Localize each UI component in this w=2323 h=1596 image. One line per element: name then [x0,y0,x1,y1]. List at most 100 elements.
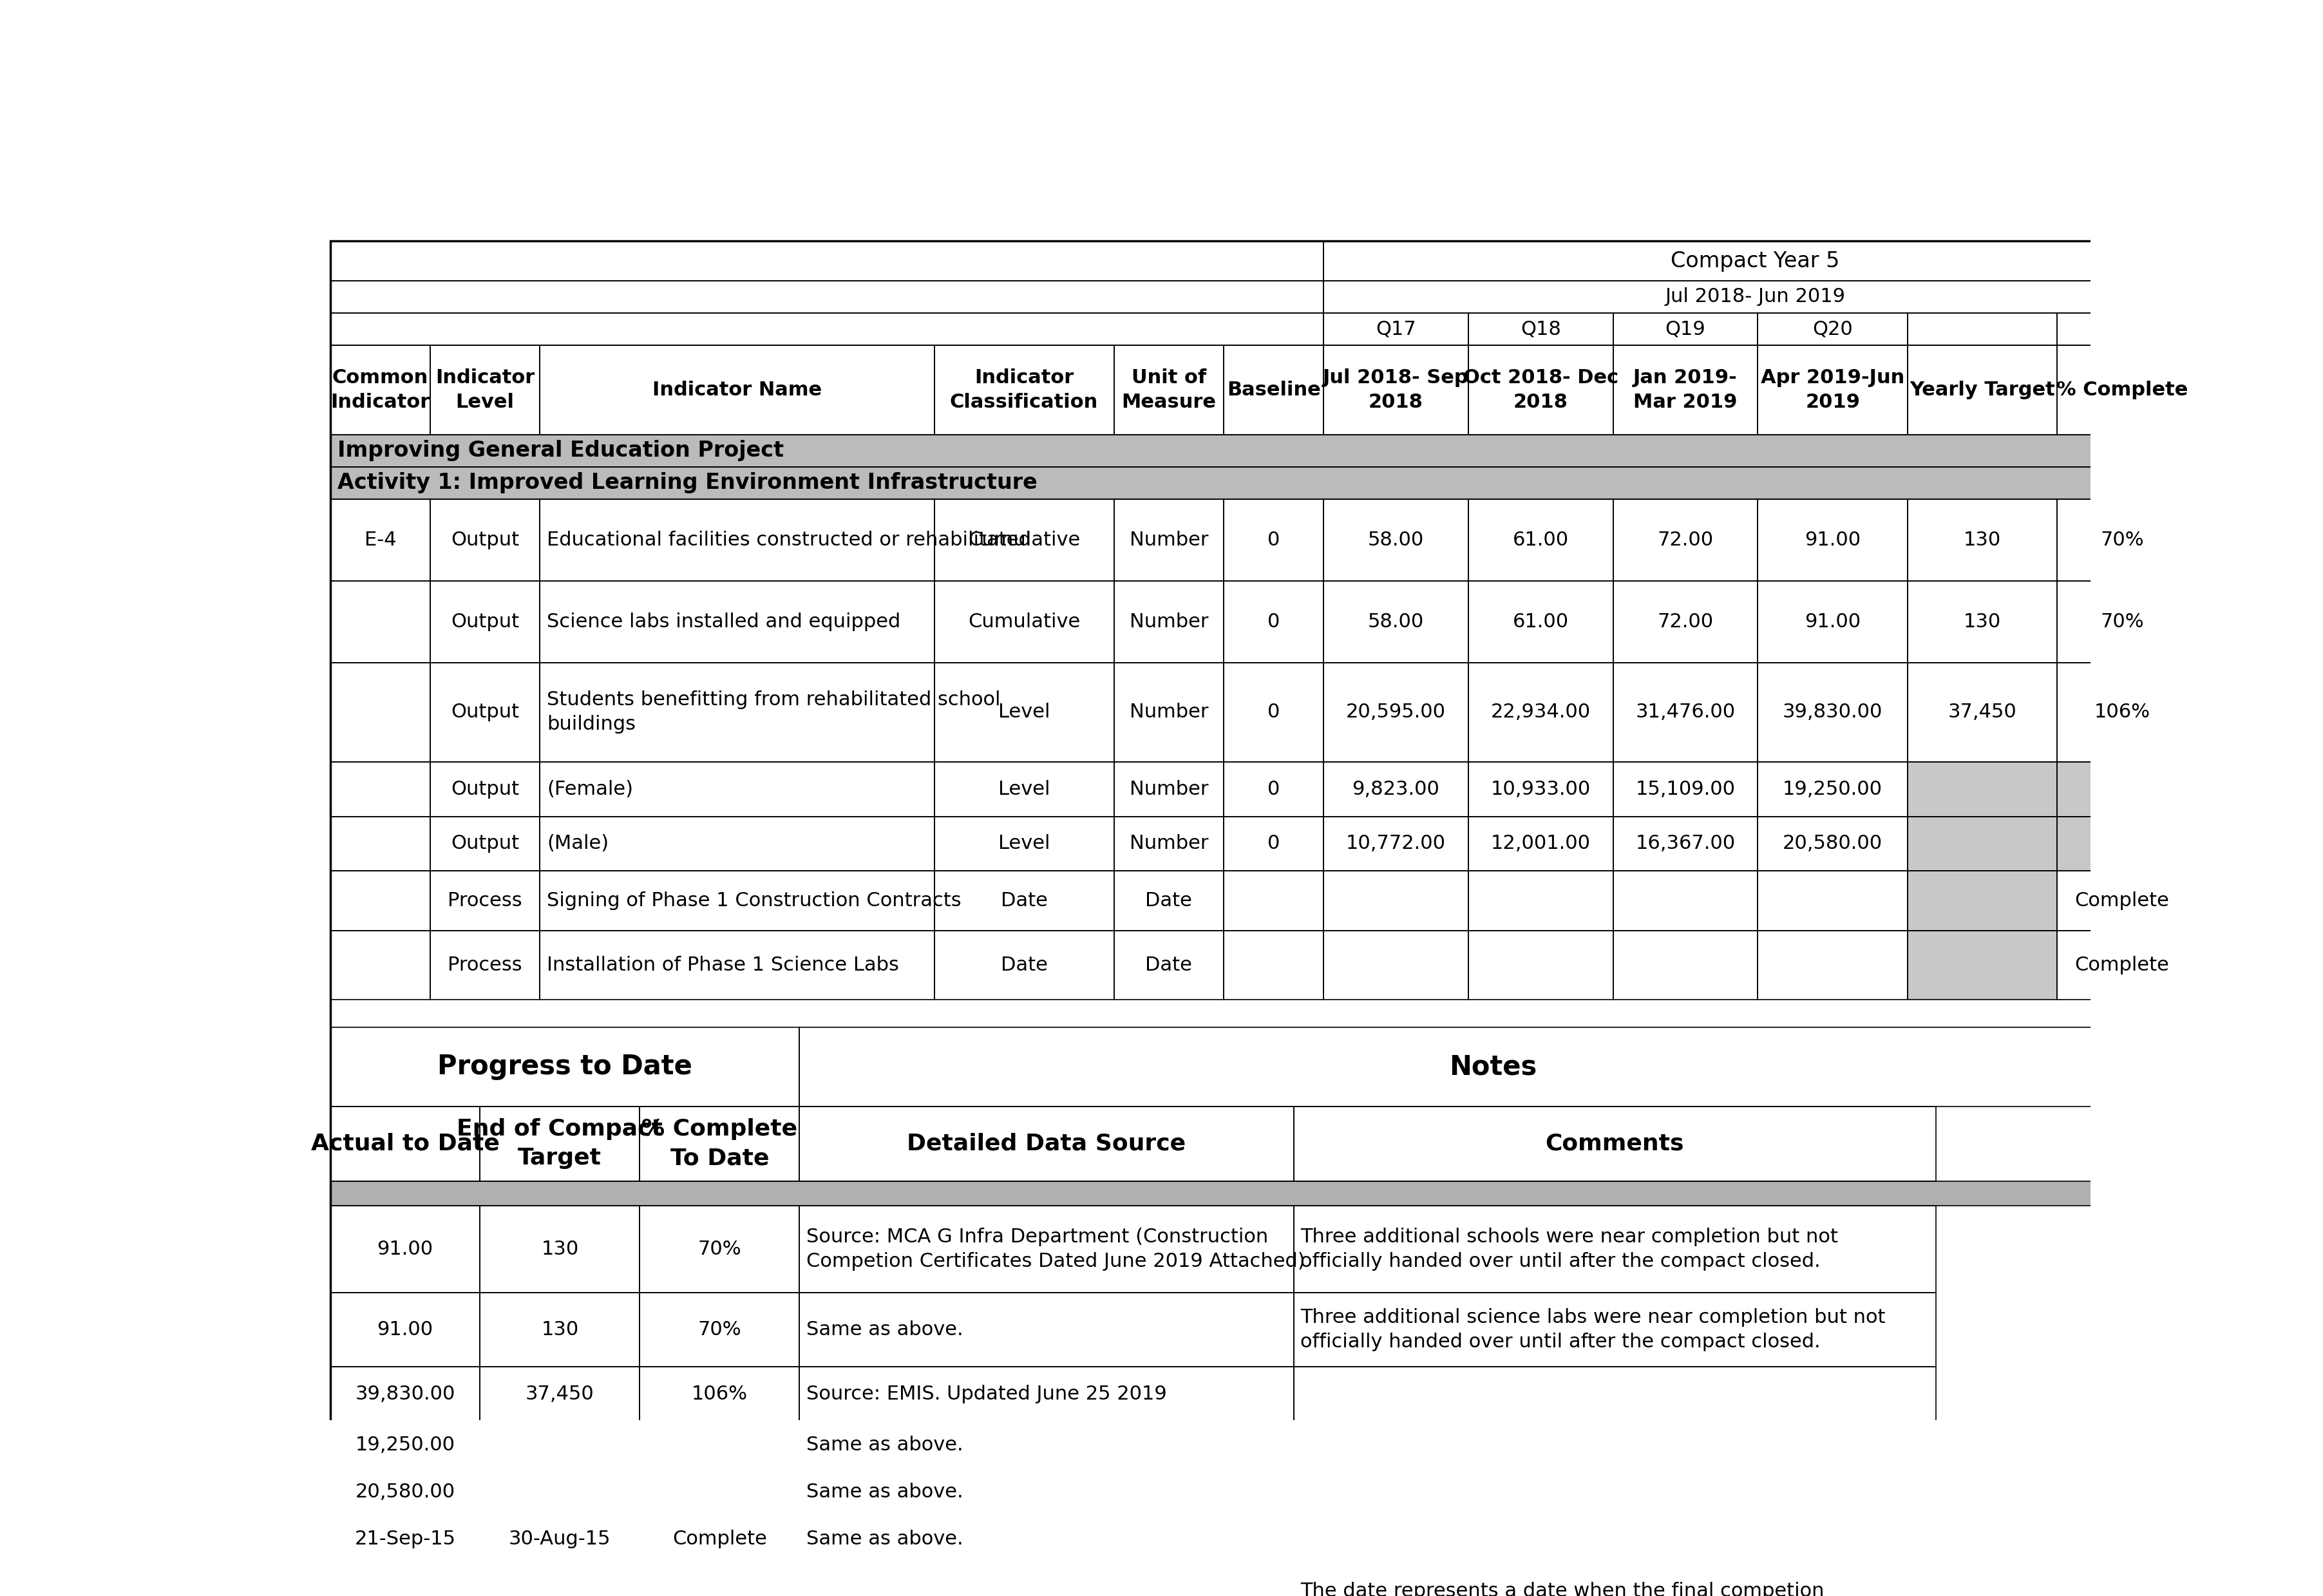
Bar [330,241,1324,281]
Text: 106%: 106% [2093,702,2151,721]
Bar [481,1205,639,1293]
Text: Output: Output [451,835,520,852]
Bar [1468,500,1612,581]
Bar [1759,662,1907,761]
Bar [1115,662,1224,761]
Text: Q20: Q20 [1812,319,1854,338]
Bar [639,1106,799,1181]
Bar [1612,662,1759,761]
Bar [934,500,1115,581]
Bar [481,1516,639,1562]
Bar [639,1366,799,1422]
Bar [330,871,430,930]
Bar [539,581,934,662]
Bar [1224,817,1324,871]
Bar [539,662,934,761]
Bar [799,1366,1294,1422]
Text: Same as above.: Same as above. [806,1483,964,1502]
Bar [2058,313,2186,345]
Bar [330,1366,481,1422]
Text: Source: MCA G Infra Department (Construction
Competion Certificates Dated June 2: Source: MCA G Infra Department (Construc… [806,1227,1306,1270]
Text: Date: Date [1145,891,1192,910]
Bar [1468,817,1612,871]
Bar [1612,500,1759,581]
Bar [330,434,2186,466]
Bar [1324,761,1468,817]
Bar [330,1106,481,1181]
Text: 10,772.00: 10,772.00 [1345,835,1445,852]
Bar [1612,500,1759,581]
Bar [934,930,1115,999]
Bar [1759,817,1907,871]
Bar [1759,500,1907,581]
Bar [481,1422,639,1468]
Bar [481,1366,639,1422]
Text: E-4: E-4 [365,530,397,549]
Bar [1324,871,1468,930]
Bar [799,1106,1294,1181]
Bar [430,761,539,817]
Bar [1759,761,1907,817]
Bar [799,1293,1294,1366]
Bar [639,1516,799,1562]
Bar [934,345,1115,434]
Text: 0: 0 [1268,702,1280,721]
Text: Three additional schools were near completion but not
officially handed over unt: Three additional schools were near compl… [1301,1227,1837,1270]
Bar [330,1205,481,1293]
Bar [1294,1422,1935,1468]
Text: Apr 2019-Jun
2019: Apr 2019-Jun 2019 [1761,369,1905,412]
Bar [330,662,430,761]
Bar [2058,761,2186,817]
Bar [639,1106,799,1181]
Bar [1324,871,1468,930]
Bar [330,1422,481,1468]
Bar [639,1366,799,1422]
Bar [430,500,539,581]
Text: % Complete
To Date: % Complete To Date [641,1119,797,1170]
Text: 61.00: 61.00 [1512,613,1568,630]
Bar [330,1028,799,1106]
Text: 72.00: 72.00 [1656,530,1714,549]
Bar [1759,345,1907,434]
Bar [1224,761,1324,817]
Text: 37,450: 37,450 [1949,702,2016,721]
Text: Improving General Education Project: Improving General Education Project [337,440,783,461]
Bar [2058,500,2186,581]
Bar [330,313,1324,345]
Bar [2058,871,2186,930]
Text: Source: EMIS. Updated June 25 2019: Source: EMIS. Updated June 25 2019 [806,1385,1166,1403]
Bar [1759,581,1907,662]
Bar [934,817,1115,871]
Text: Number: Number [1129,702,1208,721]
Bar [1324,817,1468,871]
Bar [639,1422,799,1468]
Bar [1324,241,2186,281]
Bar [934,761,1115,817]
Bar [639,1422,799,1468]
Bar [1759,761,1907,817]
Bar [539,761,934,817]
Bar [1224,930,1324,999]
Bar [799,1468,1294,1516]
Text: 91.00: 91.00 [376,1240,432,1258]
Bar [430,345,539,434]
Bar [1759,581,1907,662]
Bar [330,1422,481,1468]
Bar [799,1562,1294,1596]
Bar [481,1562,639,1596]
Bar [2058,581,2186,662]
Bar [2058,313,2186,345]
Bar [2058,345,2186,434]
Bar [934,345,1115,434]
Text: Actual to Date: Actual to Date [311,1133,499,1154]
Bar [799,1422,1294,1468]
Text: 91.00: 91.00 [1805,613,1861,630]
Bar [330,313,1324,345]
Bar [1324,662,1468,761]
Text: 39,830.00: 39,830.00 [355,1385,455,1403]
Text: Notes: Notes [1450,1053,1538,1080]
Bar [330,662,430,761]
Bar [330,581,430,662]
Bar [330,1106,481,1181]
Bar [934,662,1115,761]
